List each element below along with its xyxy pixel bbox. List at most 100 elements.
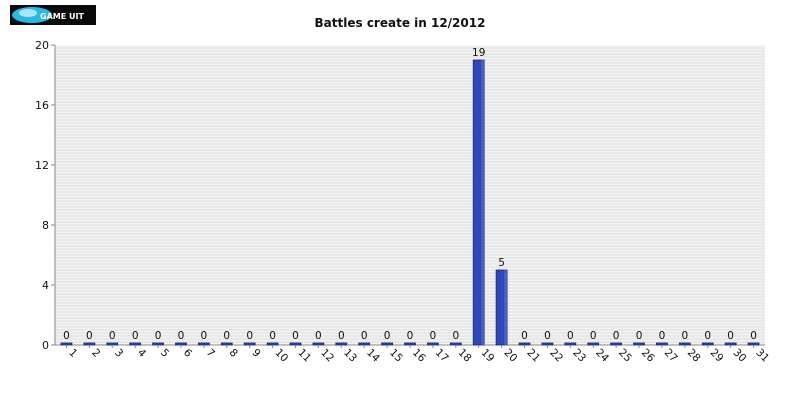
x-tick-label: 17 (433, 347, 451, 365)
data-label: 0 (86, 330, 93, 342)
data-label: 0 (292, 330, 299, 342)
y-tick-label: 12 (35, 159, 49, 172)
data-label: 0 (109, 330, 116, 342)
x-tick-label: 20 (501, 347, 519, 365)
data-label: 0 (750, 330, 757, 342)
data-label: 0 (384, 330, 391, 342)
x-tick-label: 9 (250, 347, 263, 360)
bar (60, 342, 73, 346)
bar (83, 342, 96, 346)
bar (106, 342, 119, 346)
y-tick-label: 0 (42, 339, 49, 352)
bar (724, 342, 737, 346)
bar (175, 342, 187, 346)
x-tick-label: 15 (387, 347, 405, 365)
x-tick-label: 24 (593, 347, 611, 365)
data-label: 5 (498, 257, 505, 269)
bar (335, 342, 348, 346)
bar (633, 342, 645, 346)
bar (449, 342, 462, 346)
data-label: 0 (315, 330, 322, 342)
x-tick-label: 11 (295, 347, 313, 365)
bar (518, 342, 531, 346)
bar (656, 342, 668, 346)
chart-title: Battles create in 12/2012 (314, 16, 486, 30)
data-label: 0 (132, 330, 139, 342)
logo-graphic: GAME UIT (12, 7, 84, 23)
bar (678, 342, 691, 346)
x-tick-label: 31 (753, 347, 771, 365)
bar (197, 342, 210, 346)
data-label: 0 (681, 330, 688, 342)
bar (564, 342, 577, 346)
bar (747, 342, 760, 346)
x-tick-label: 30 (731, 347, 749, 365)
logo: GAME UIT (10, 5, 96, 25)
bar (541, 342, 554, 346)
x-tick-label: 7 (204, 347, 217, 360)
data-label: 0 (659, 330, 666, 342)
data-label: 0 (704, 330, 711, 342)
data-label: 0 (338, 330, 345, 342)
y-tick-label: 16 (35, 99, 49, 112)
x-tick-label: 8 (227, 347, 240, 360)
x-tick-label: 1 (66, 347, 79, 360)
x-tick-label: 29 (708, 347, 726, 365)
x-tick-label: 22 (547, 347, 565, 365)
data-label: 0 (407, 330, 414, 342)
bar (427, 342, 439, 346)
bar (220, 342, 233, 346)
bar (312, 342, 325, 346)
svg-text:GAME UIT: GAME UIT (40, 12, 84, 21)
x-tick-label: 10 (272, 347, 290, 365)
x-tick-label: 4 (135, 347, 148, 360)
bar (129, 342, 142, 346)
y-tick-label: 8 (42, 219, 49, 232)
x-tick-label: 5 (158, 347, 171, 360)
data-label: 0 (269, 330, 276, 342)
data-label: 0 (636, 330, 643, 342)
x-tick-label: 21 (524, 347, 542, 365)
x-tick-label: 16 (410, 347, 428, 365)
data-label: 0 (201, 330, 208, 342)
data-label: 0 (246, 330, 253, 342)
bar (610, 342, 623, 346)
bar (381, 342, 393, 346)
bar (243, 342, 256, 346)
bar-shade (481, 60, 485, 345)
data-label: 0 (155, 330, 162, 342)
data-label: 19 (472, 47, 485, 59)
y-tick-label: 4 (42, 279, 49, 292)
data-label: 0 (178, 330, 185, 342)
x-tick-label: 13 (341, 347, 359, 365)
x-tick-label: 26 (639, 347, 657, 365)
x-tick-label: 19 (479, 347, 497, 365)
bar (404, 342, 416, 346)
bar (587, 342, 600, 346)
data-label: 0 (590, 330, 597, 342)
data-label: 0 (613, 330, 620, 342)
data-label: 0 (361, 330, 368, 342)
data-label: 0 (521, 330, 528, 342)
x-tick-label: 23 (570, 347, 588, 365)
x-tick-label: 18 (456, 347, 474, 365)
y-tick-label: 20 (35, 39, 49, 52)
data-label: 0 (63, 330, 70, 342)
data-label: 0 (430, 330, 437, 342)
x-tick-label: 25 (616, 347, 634, 365)
x-tick-label: 3 (112, 347, 125, 360)
bar-shade (504, 270, 508, 345)
data-label: 0 (452, 330, 459, 342)
x-tick-label: 12 (318, 347, 336, 365)
data-label: 0 (223, 330, 230, 342)
x-tick-label: 6 (181, 347, 194, 360)
data-label: 0 (727, 330, 734, 342)
bar (289, 342, 302, 346)
bar (266, 342, 279, 346)
data-label: 0 (544, 330, 551, 342)
x-tick-label: 14 (364, 347, 382, 365)
bar (152, 342, 164, 346)
x-tick-label: 2 (89, 347, 102, 360)
x-tick-label: 27 (662, 347, 680, 365)
